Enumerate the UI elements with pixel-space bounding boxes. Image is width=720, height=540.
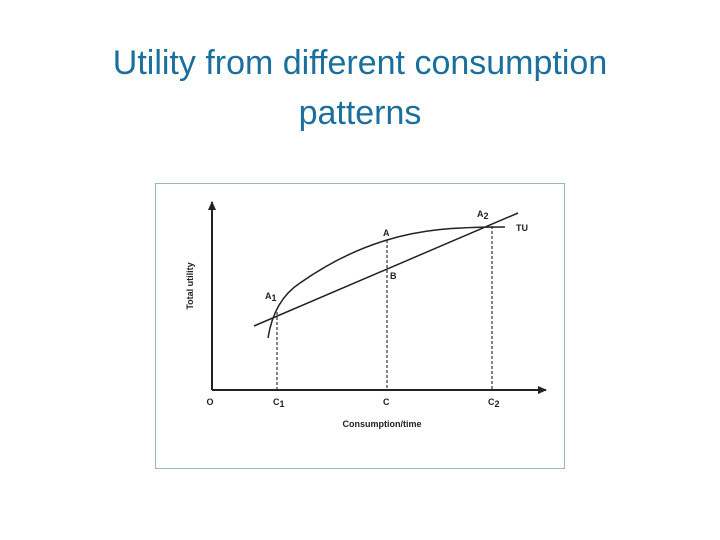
curve-label: TU: [516, 223, 528, 233]
dashed-guides: [276, 226, 493, 390]
slide-title: Utility from different consumption patte…: [112, 44, 608, 132]
x-mark-label: C1: [273, 397, 285, 409]
x-axis-label: Consumption/time: [343, 419, 422, 429]
diagram-frame: [155, 183, 565, 469]
x-mark-label: C: [383, 397, 390, 407]
tu-curve: [267, 226, 506, 339]
x-mark-label: C2: [488, 397, 500, 409]
point-label: A1: [265, 291, 277, 303]
y-axis-label: Total utility: [185, 262, 195, 309]
chord-line: [253, 212, 519, 327]
point-label: A: [383, 228, 390, 238]
origin-label: O: [206, 397, 213, 407]
point-label: A2: [477, 209, 489, 221]
point-label: B: [390, 271, 397, 281]
